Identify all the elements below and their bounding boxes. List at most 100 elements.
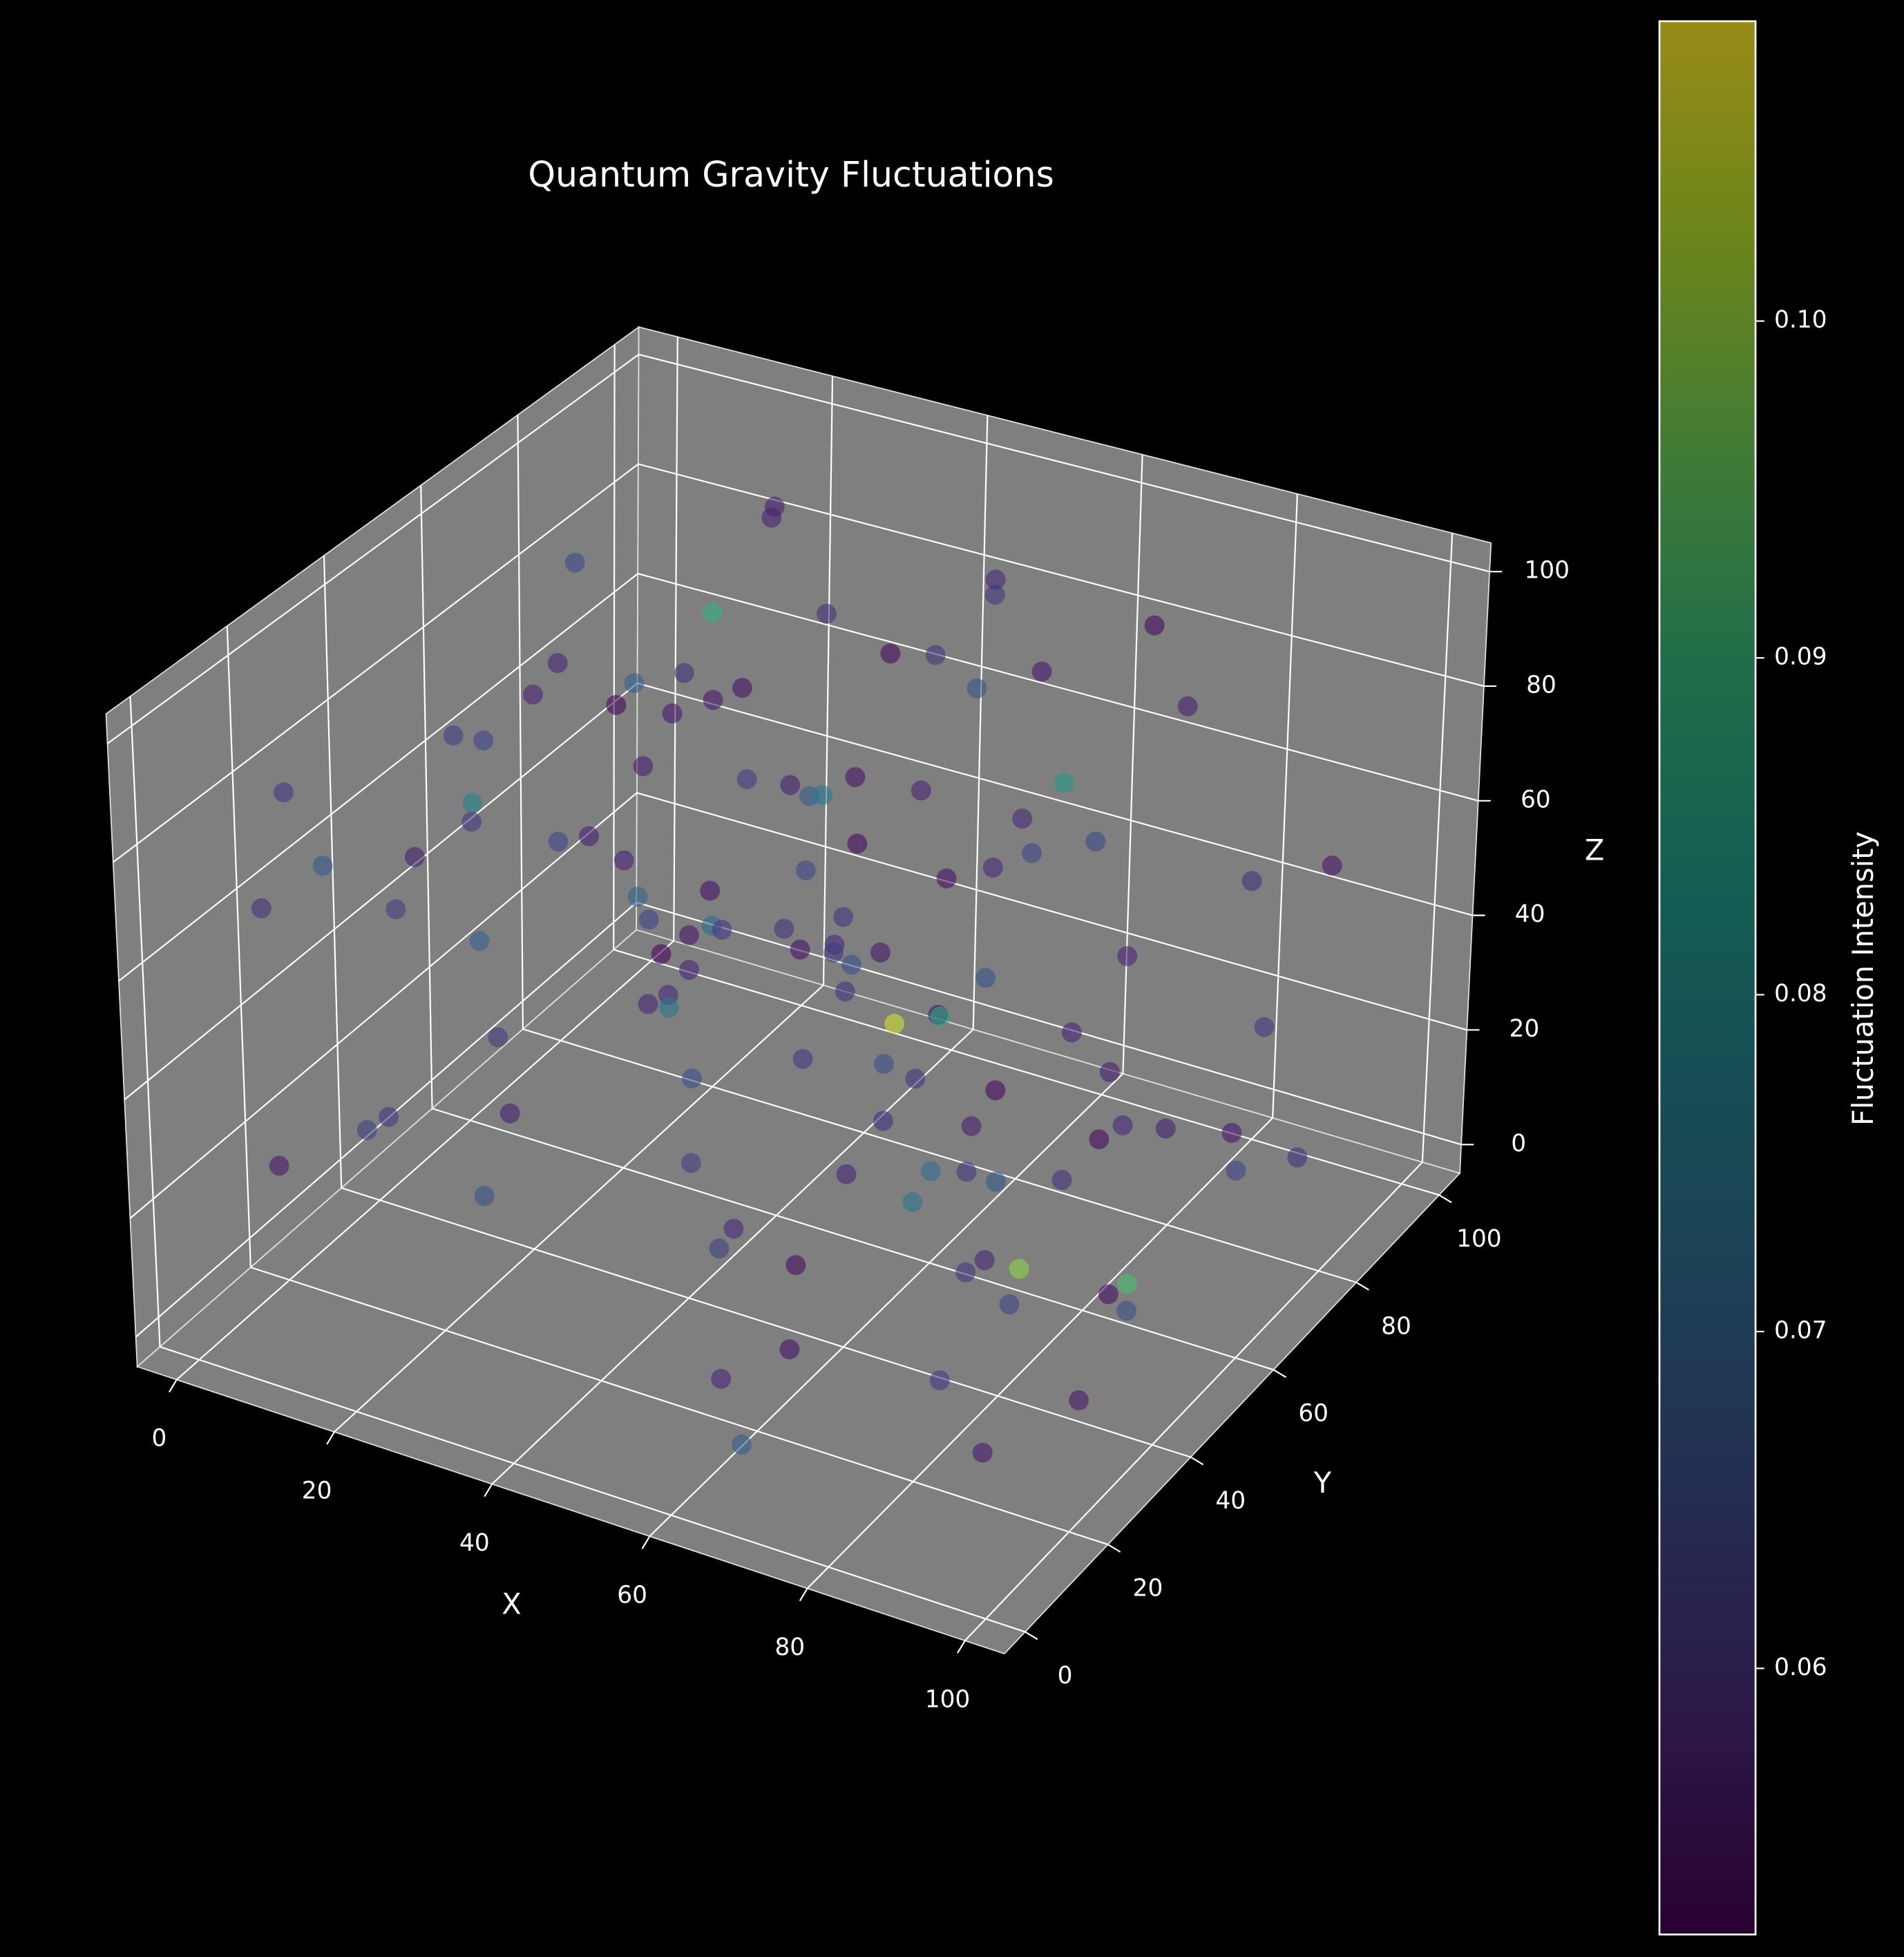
point: [961, 1116, 982, 1137]
point: [499, 1103, 520, 1124]
point: [956, 1162, 977, 1182]
grid-line: [637, 682, 1473, 916]
grid-line: [964, 1161, 1423, 1641]
grid-line: [129, 696, 161, 1347]
grid-line: [491, 1028, 974, 1485]
point: [1254, 1017, 1275, 1037]
grid-line: [176, 940, 674, 1381]
y-tick-label: 0: [1058, 1662, 1073, 1690]
grid-line: [113, 463, 639, 863]
y-tick: [1438, 1194, 1452, 1204]
grid-line: [822, 376, 834, 985]
x-tick: [484, 1484, 493, 1497]
grid-line: [972, 415, 989, 1030]
grid-line: [517, 415, 524, 1030]
point: [461, 811, 482, 832]
point: [985, 1080, 1006, 1101]
point: [469, 931, 490, 952]
colorbar-tick-label: 0.09: [1774, 643, 1827, 671]
point: [659, 997, 679, 1018]
point: [835, 981, 855, 1002]
point: [984, 585, 1005, 605]
grid-line: [129, 792, 638, 1219]
x-tick: [641, 1535, 651, 1549]
point: [824, 942, 844, 963]
y-tick: [1107, 1544, 1121, 1553]
point: [967, 678, 987, 699]
z-tick-label: 0: [1511, 1130, 1526, 1157]
point: [638, 909, 659, 930]
point: [1061, 1022, 1082, 1043]
y-tick-label: 20: [1133, 1575, 1163, 1603]
point: [873, 1110, 893, 1131]
point: [379, 1106, 399, 1127]
point: [1098, 1284, 1118, 1305]
point: [251, 898, 272, 918]
point: [1322, 855, 1342, 876]
point: [356, 1119, 377, 1140]
point: [488, 1027, 508, 1048]
point: [1009, 1258, 1029, 1279]
x-axis-label: X: [502, 1587, 521, 1620]
colorbar-tick-label: 0.08: [1774, 980, 1827, 1008]
x-tick-label: 60: [617, 1581, 647, 1609]
grid-line: [806, 1117, 1273, 1589]
point: [462, 793, 483, 813]
point: [986, 1171, 1007, 1192]
point: [723, 1218, 744, 1239]
point: [812, 785, 832, 806]
point: [974, 1250, 995, 1270]
point: [982, 858, 1003, 878]
point: [1112, 1115, 1133, 1135]
colorbar-tick-label: 0.06: [1774, 1654, 1827, 1681]
point: [1022, 843, 1042, 863]
point: [474, 1186, 495, 1207]
grid-line: [334, 984, 824, 1433]
y-tick: [1025, 1631, 1038, 1641]
y-tick: [1273, 1369, 1286, 1378]
grid-line: [323, 556, 343, 1189]
y-axis-label: Y: [1313, 1466, 1332, 1500]
z-axis-label: Z: [1585, 833, 1604, 867]
point: [845, 767, 866, 787]
grid-line: [613, 344, 616, 950]
point: [404, 847, 425, 867]
point: [662, 703, 683, 724]
point: [709, 1238, 730, 1259]
grid-line: [673, 337, 678, 941]
z-tick-label: 60: [1521, 786, 1551, 813]
point: [627, 887, 648, 907]
point: [847, 833, 868, 854]
point: [579, 826, 599, 847]
z-tick-label: 20: [1510, 1015, 1540, 1043]
point: [736, 769, 757, 790]
point: [975, 967, 996, 988]
point: [833, 907, 854, 927]
point: [786, 1255, 806, 1276]
grid-line: [649, 1072, 1124, 1537]
point: [703, 603, 723, 623]
point: [905, 1068, 926, 1089]
grid-line: [341, 1187, 1191, 1458]
point: [972, 1442, 993, 1463]
point: [1054, 773, 1074, 793]
point: [836, 1164, 857, 1184]
point: [780, 775, 801, 795]
point: [1241, 871, 1262, 891]
point: [920, 1161, 941, 1182]
point: [936, 868, 957, 889]
y-tick: [1355, 1281, 1369, 1291]
x-tick: [168, 1379, 178, 1393]
point: [385, 899, 406, 920]
chart-title: Quantum Gravity Fluctuations: [528, 154, 1054, 195]
point: [564, 552, 585, 573]
point: [874, 1054, 894, 1075]
point: [841, 954, 861, 975]
point: [1177, 696, 1198, 717]
grid-line: [1421, 533, 1454, 1162]
point: [680, 1153, 701, 1173]
x-tick-label: 20: [302, 1477, 332, 1504]
point: [870, 942, 891, 963]
colorbar-tick-label: 0.07: [1774, 1316, 1827, 1344]
point: [443, 725, 464, 746]
